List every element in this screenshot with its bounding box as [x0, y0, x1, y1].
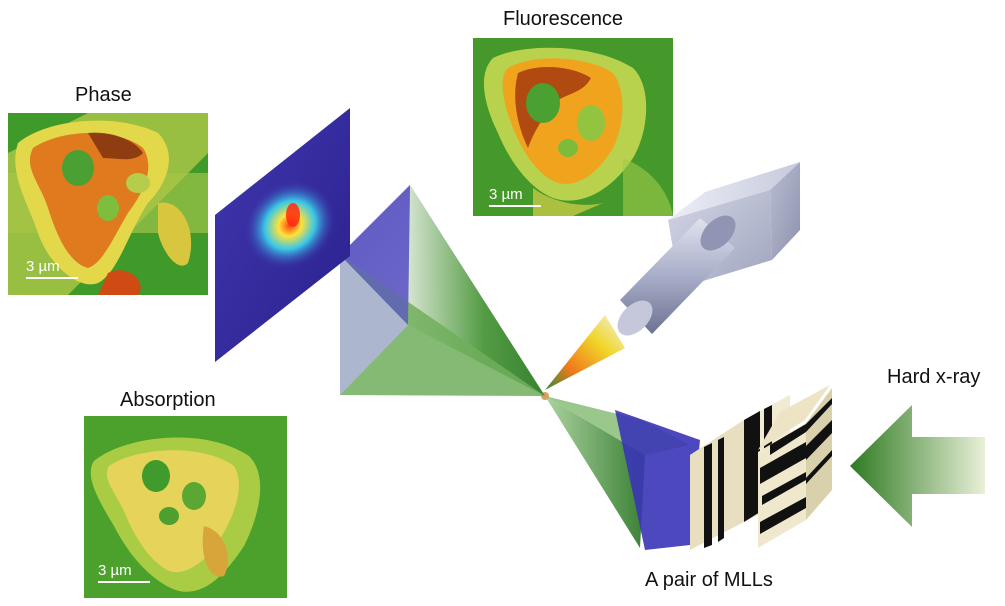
absorption-scale-label: 3 µm	[98, 562, 132, 579]
focusing-cone-lower	[545, 396, 645, 548]
absorption-map: 3 µm	[84, 416, 287, 598]
absorption-map-image	[84, 416, 287, 598]
fluorescence-fan	[545, 315, 625, 390]
transmitted-cone-face-light	[340, 255, 408, 395]
transmitted-cone-side	[408, 185, 545, 396]
fluorescence-scale-label: 3 µm	[489, 186, 523, 203]
incident-beam-arrow	[850, 405, 985, 527]
fluorescence-map-image	[473, 38, 673, 216]
phase-scale-label: 3 µm	[26, 258, 60, 275]
lens-aperture-face	[615, 410, 700, 550]
hard-xray-label: Hard x-ray	[887, 366, 981, 388]
fluorescence-scale-bar: 3 µm	[489, 186, 541, 207]
phase-label: Phase	[75, 84, 132, 106]
energy-dispersive-detector	[617, 162, 800, 336]
absorption-scale-bar: 3 µm	[98, 562, 150, 583]
multilayer-laue-lenses	[690, 385, 832, 550]
fluorescence-map: 3 µm	[473, 38, 673, 216]
fluorescence-label: Fluorescence	[503, 8, 624, 30]
phase-map-image	[8, 113, 208, 295]
phase-map: 3 µm	[8, 113, 208, 295]
absorption-label: Absorption	[120, 389, 216, 411]
mlls-label: A pair of MLLs	[645, 569, 773, 591]
phase-scale-bar: 3 µm	[26, 258, 78, 279]
